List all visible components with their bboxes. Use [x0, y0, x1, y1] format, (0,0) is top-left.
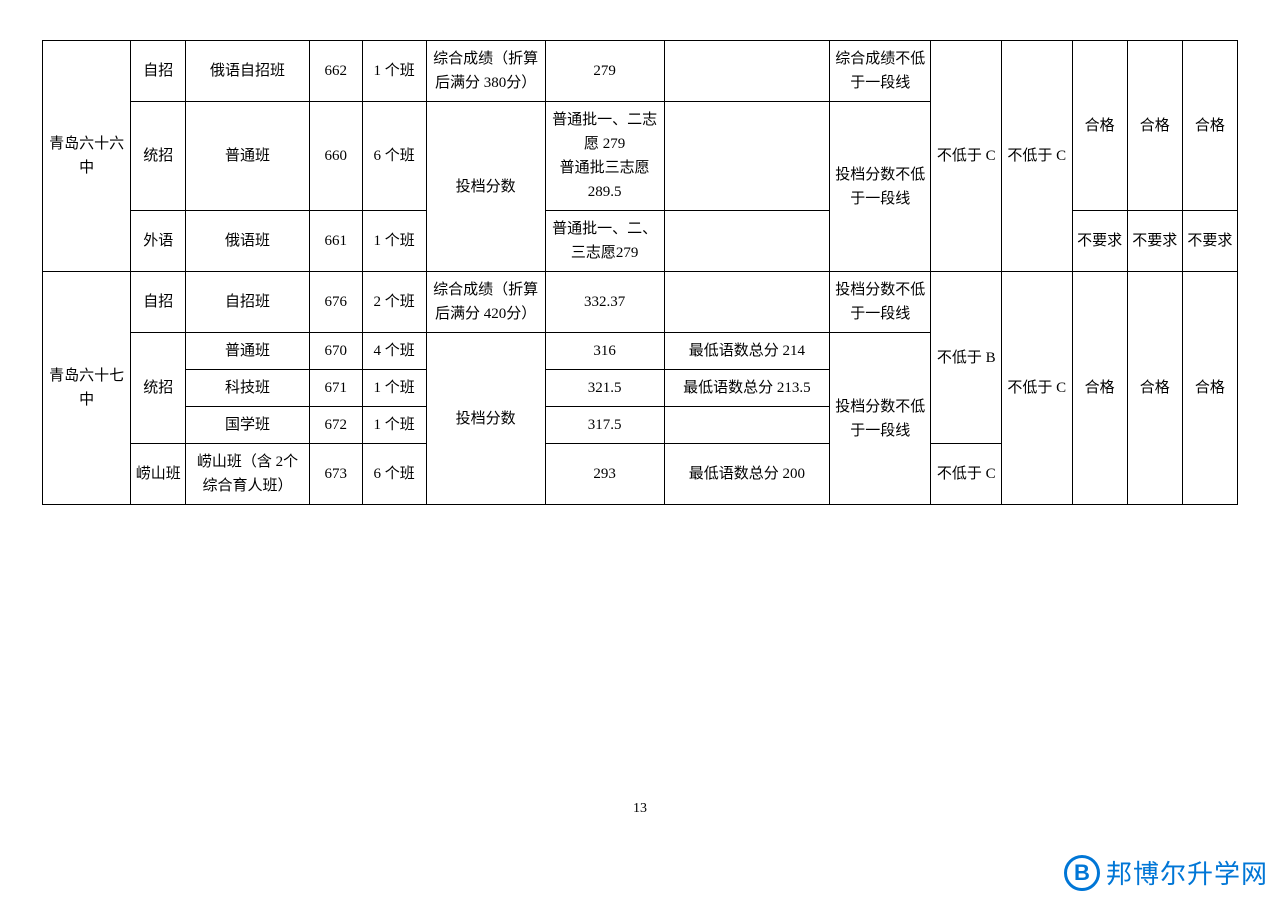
req1-cell: 投档分数不低于一段线 — [830, 272, 931, 333]
count-cell: 6 个班 — [362, 444, 426, 505]
scorekind-cell: 投档分数 — [426, 102, 545, 272]
scoreval-cell: 317.5 — [545, 407, 664, 444]
note-cell — [664, 211, 829, 272]
note-cell — [664, 407, 829, 444]
r5-cell: 不要求 — [1127, 211, 1182, 272]
table-row: 青岛六十七中 自招 自招班 676 2 个班 综合成绩（折算后满分 420分） … — [43, 272, 1238, 333]
note-cell — [664, 41, 829, 102]
class-cell: 俄语自招班 — [186, 41, 309, 102]
r5-cell: 合格 — [1127, 41, 1182, 211]
class-cell: 普通班 — [186, 102, 309, 211]
req2-cell: 不低于 B — [931, 272, 1002, 444]
scoreval-cell: 332.37 — [545, 272, 664, 333]
count-cell: 1 个班 — [362, 211, 426, 272]
code-cell: 671 — [309, 370, 362, 407]
req3-cell: 不低于 C — [1002, 272, 1073, 505]
class-cell: 崂山班（含 2个综合育人班） — [186, 444, 309, 505]
r6-cell: 不要求 — [1182, 211, 1237, 272]
r5-cell: 合格 — [1127, 272, 1182, 505]
class-cell: 俄语班 — [186, 211, 309, 272]
type-cell: 自招 — [131, 272, 186, 333]
type-cell: 外语 — [131, 211, 186, 272]
count-cell: 6 个班 — [362, 102, 426, 211]
req1-cell: 投档分数不低于一段线 — [830, 102, 931, 272]
count-cell: 1 个班 — [362, 407, 426, 444]
type-cell: 自招 — [131, 41, 186, 102]
count-cell: 1 个班 — [362, 41, 426, 102]
class-cell: 普通班 — [186, 333, 309, 370]
class-cell: 国学班 — [186, 407, 309, 444]
type-cell: 统招 — [131, 333, 186, 444]
req3-cell: 不低于 C — [1002, 41, 1073, 272]
scorekind-cell: 综合成绩（折算后满分 420分） — [426, 272, 545, 333]
table-row: 青岛六十六中 自招 俄语自招班 662 1 个班 综合成绩（折算后满分 380分… — [43, 41, 1238, 102]
school-name: 青岛六十七中 — [43, 272, 131, 505]
watermark-logo-icon: B — [1064, 855, 1100, 891]
note-cell — [664, 272, 829, 333]
note-cell: 最低语数总分 214 — [664, 333, 829, 370]
note-cell: 最低语数总分 200 — [664, 444, 829, 505]
page-number: 13 — [0, 801, 1280, 817]
type-cell: 崂山班 — [131, 444, 186, 505]
count-cell: 2 个班 — [362, 272, 426, 333]
scoreval-cell: 普通批一、二志愿 279 普通批三志愿 289.5 — [545, 102, 664, 211]
scoreval-cell: 321.5 — [545, 370, 664, 407]
req2-cell: 不低于 C — [931, 41, 1002, 272]
note-cell: 最低语数总分 213.5 — [664, 370, 829, 407]
code-cell: 660 — [309, 102, 362, 211]
req1-cell: 综合成绩不低于一段线 — [830, 41, 931, 102]
code-cell: 670 — [309, 333, 362, 370]
class-cell: 科技班 — [186, 370, 309, 407]
code-cell: 676 — [309, 272, 362, 333]
count-cell: 4 个班 — [362, 333, 426, 370]
code-cell: 662 — [309, 41, 362, 102]
code-cell: 673 — [309, 444, 362, 505]
code-cell: 672 — [309, 407, 362, 444]
code-cell: 661 — [309, 211, 362, 272]
watermark: B 邦博尔升学网 — [1064, 854, 1268, 891]
scoreval-cell: 316 — [545, 333, 664, 370]
scoreval-cell: 普通批一、二、三志愿279 — [545, 211, 664, 272]
r4-cell: 不要求 — [1072, 211, 1127, 272]
r6-cell: 合格 — [1182, 41, 1237, 211]
r4-cell: 合格 — [1072, 272, 1127, 505]
scorekind-cell: 综合成绩（折算后满分 380分） — [426, 41, 545, 102]
watermark-text: 邦博尔升学网 — [1106, 854, 1268, 891]
scoreval-cell: 279 — [545, 41, 664, 102]
type-cell: 统招 — [131, 102, 186, 211]
req1-cell: 投档分数不低于一段线 — [830, 333, 931, 505]
count-cell: 1 个班 — [362, 370, 426, 407]
note-cell — [664, 102, 829, 211]
class-cell: 自招班 — [186, 272, 309, 333]
r6-cell: 合格 — [1182, 272, 1237, 505]
score-table: 青岛六十六中 自招 俄语自招班 662 1 个班 综合成绩（折算后满分 380分… — [42, 40, 1238, 505]
req2-cell: 不低于 C — [931, 444, 1002, 505]
scorekind-cell: 投档分数 — [426, 333, 545, 505]
school-name: 青岛六十六中 — [43, 41, 131, 272]
r4-cell: 合格 — [1072, 41, 1127, 211]
scoreval-cell: 293 — [545, 444, 664, 505]
